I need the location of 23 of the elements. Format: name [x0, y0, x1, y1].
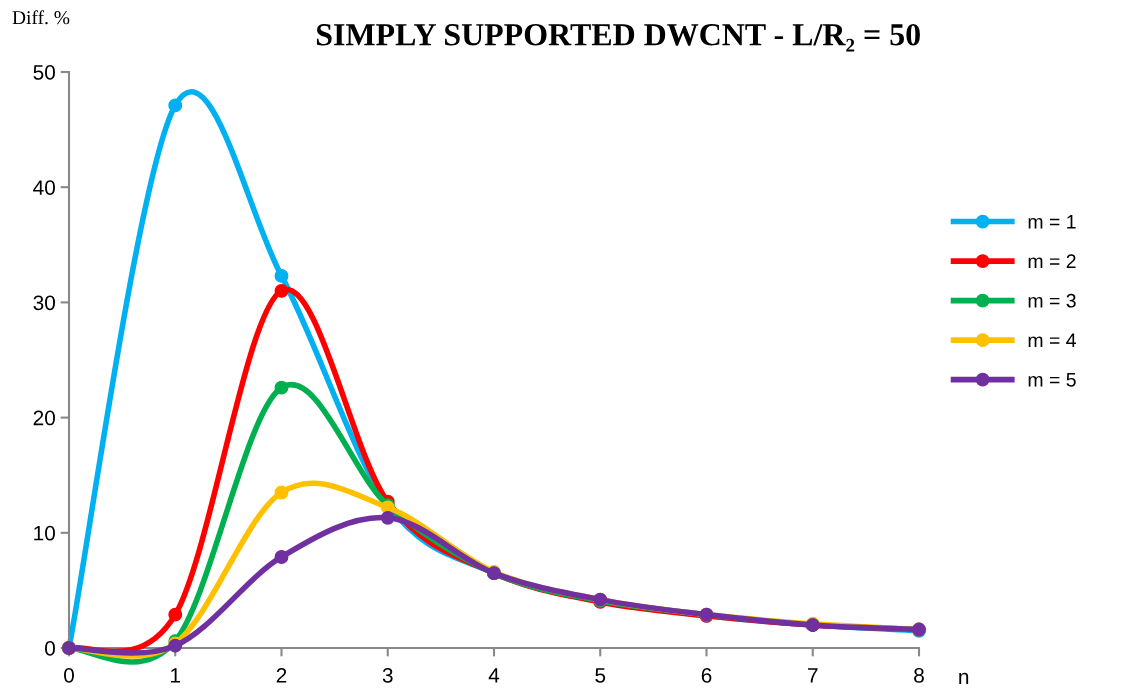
x-tick-label: 4 [488, 668, 500, 683]
chart-title: SIMPLY SUPPORTED DWCNT - L/R₂ = 50 [316, 23, 920, 52]
legend-label: m = 4 [1028, 333, 1076, 347]
y-tick-label: 50 [33, 65, 55, 80]
y-tick-label: 0 [45, 641, 55, 656]
x-tick-label: 5 [595, 668, 606, 683]
legend-label: m = 3 [1028, 293, 1076, 308]
x-tick-label: 6 [701, 667, 712, 683]
x-tick-label: 2 [276, 667, 287, 683]
x-tick-label: 0 [64, 667, 74, 683]
x-tick-label: 3 [382, 667, 393, 683]
y-tick-label: 20 [33, 410, 55, 426]
x-tick-label: 8 [914, 667, 924, 683]
y-tick-label: 40 [33, 180, 55, 195]
y-axis-title: Diff. % [12, 10, 70, 25]
legend-label: m = 1 [1028, 215, 1076, 229]
x-tick-label: 1 [171, 668, 181, 683]
x-tick-label: 7 [808, 668, 818, 683]
legend-label: m = 5 [1028, 373, 1076, 387]
y-tick-label: 10 [34, 525, 55, 541]
x-axis-title: n [959, 672, 969, 684]
legend-label: m = 2 [1028, 254, 1076, 268]
y-tick-label: 30 [33, 295, 55, 311]
